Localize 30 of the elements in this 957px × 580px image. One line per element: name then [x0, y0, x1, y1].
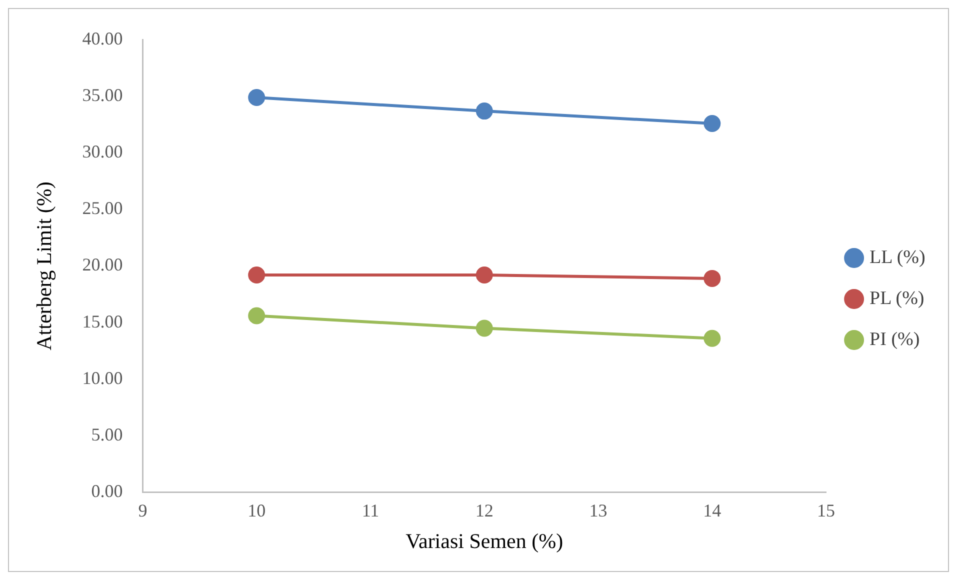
x-axis-title: Variasi Semen (%) [406, 528, 564, 553]
y-tick-label: 25.00 [82, 198, 123, 218]
y-axis-title: Atterberg Limit (%) [32, 182, 56, 350]
x-tick-label: 14 [703, 500, 722, 521]
x-tick-label: 11 [362, 500, 380, 521]
y-tick-label: 30.00 [82, 142, 123, 162]
point [248, 307, 266, 324]
point [476, 320, 493, 337]
point [476, 266, 493, 284]
x-tick-label: 15 [817, 500, 836, 521]
point [248, 266, 266, 284]
point [476, 102, 493, 120]
x-tick-label: 12 [475, 500, 494, 521]
legend-label: LL (%) [870, 246, 926, 268]
x-tick-label: 10 [248, 500, 266, 521]
point [704, 330, 721, 347]
y-tick-label: 35.00 [82, 85, 123, 106]
point [704, 270, 721, 287]
y-tick-label: 15.00 [82, 311, 123, 332]
y-tick-label: 5.00 [91, 424, 123, 444]
legend-label: PI (%) [870, 328, 920, 350]
y-tick-label: 20.00 [82, 254, 123, 275]
y-tick-label: 40.00 [82, 28, 123, 49]
point [704, 114, 721, 132]
point [248, 88, 266, 106]
x-tick-label: 13 [589, 500, 608, 521]
x-tick-label: 9 [138, 500, 148, 521]
legend-label: PL (%) [870, 288, 924, 309]
y-tick-label: 0.00 [91, 480, 123, 501]
y-tick-label: 10.00 [82, 368, 123, 388]
